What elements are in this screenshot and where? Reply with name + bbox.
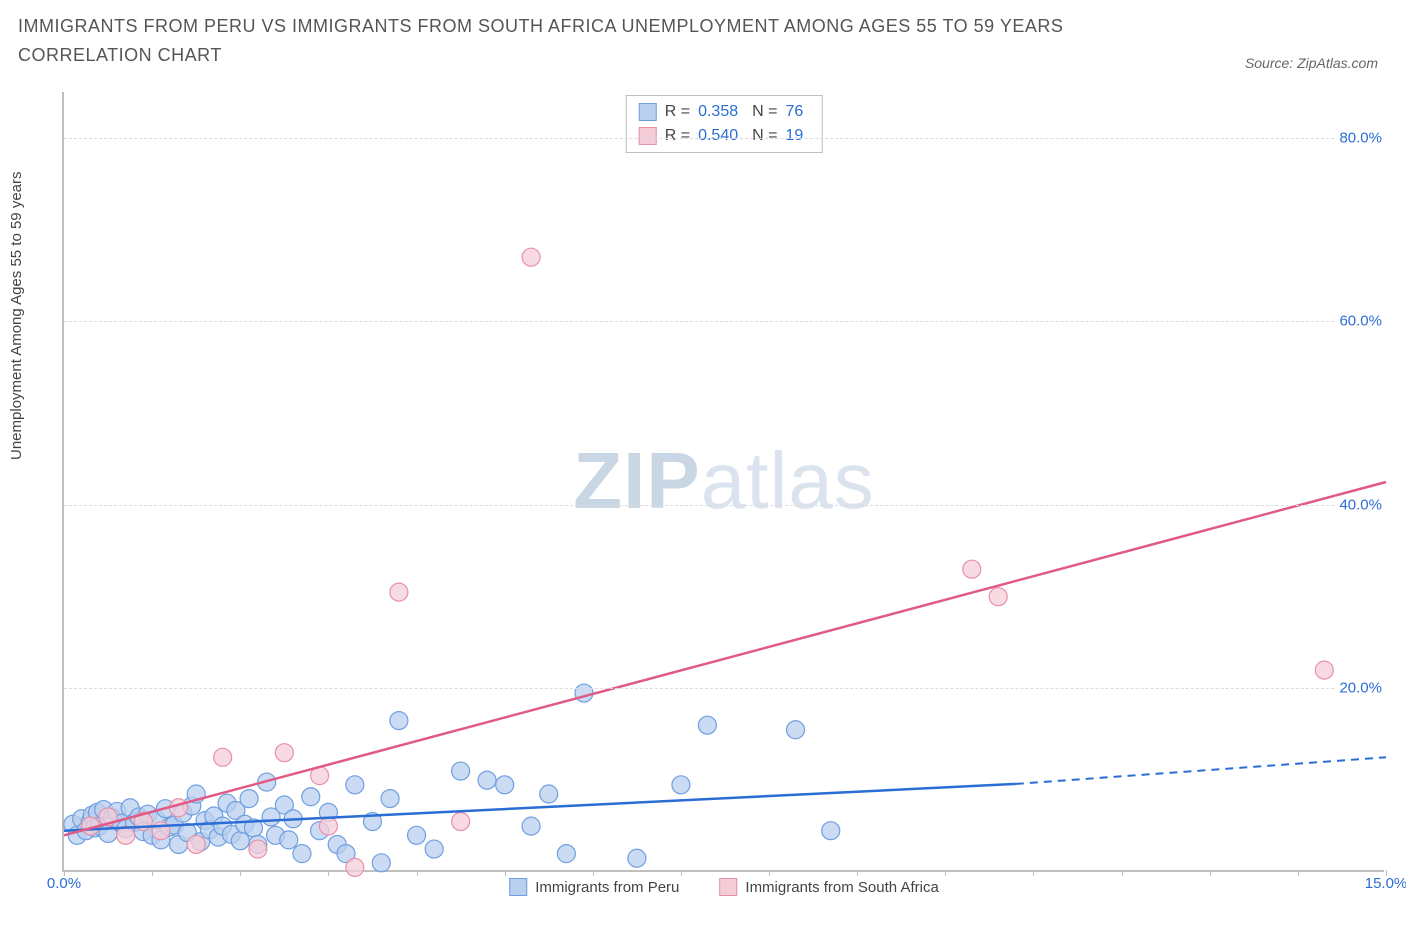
swatch-peru-bottom: [509, 878, 527, 896]
chart-plot-area: ZIPatlas R = 0.358 N = 76 R = 0.540 N = …: [62, 92, 1384, 872]
bottom-legend: Immigrants from Peru Immigrants from Sou…: [509, 878, 939, 896]
y-tick-label: 60.0%: [1335, 313, 1386, 330]
x-tick-label: 15.0%: [1365, 875, 1406, 892]
legend-item-sa: Immigrants from South Africa: [719, 878, 938, 896]
scatter-svg: [64, 92, 1384, 870]
legend-item-peru: Immigrants from Peru: [509, 878, 679, 896]
x-tick-label: 0.0%: [47, 875, 81, 892]
y-axis-label: Unemployment Among Ages 55 to 59 years: [8, 171, 25, 460]
y-tick-label: 80.0%: [1335, 129, 1386, 146]
legend-label-peru: Immigrants from Peru: [535, 879, 679, 896]
chart-title: IMMIGRANTS FROM PERU VS IMMIGRANTS FROM …: [18, 12, 1186, 70]
swatch-sa-bottom: [719, 878, 737, 896]
legend-label-sa: Immigrants from South Africa: [745, 879, 938, 896]
source-attribution: Source: ZipAtlas.com: [1245, 55, 1378, 71]
y-tick-label: 40.0%: [1335, 496, 1386, 513]
y-tick-label: 20.0%: [1335, 680, 1386, 697]
